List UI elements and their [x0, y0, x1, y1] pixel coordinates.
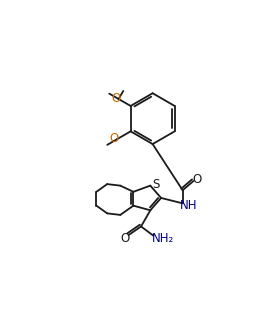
- Text: NH₂: NH₂: [152, 232, 174, 245]
- Text: O: O: [193, 173, 202, 186]
- Text: NH: NH: [180, 199, 198, 212]
- Text: S: S: [152, 178, 159, 191]
- Text: O: O: [120, 232, 129, 245]
- Text: O: O: [111, 92, 120, 105]
- Text: O: O: [110, 132, 119, 145]
